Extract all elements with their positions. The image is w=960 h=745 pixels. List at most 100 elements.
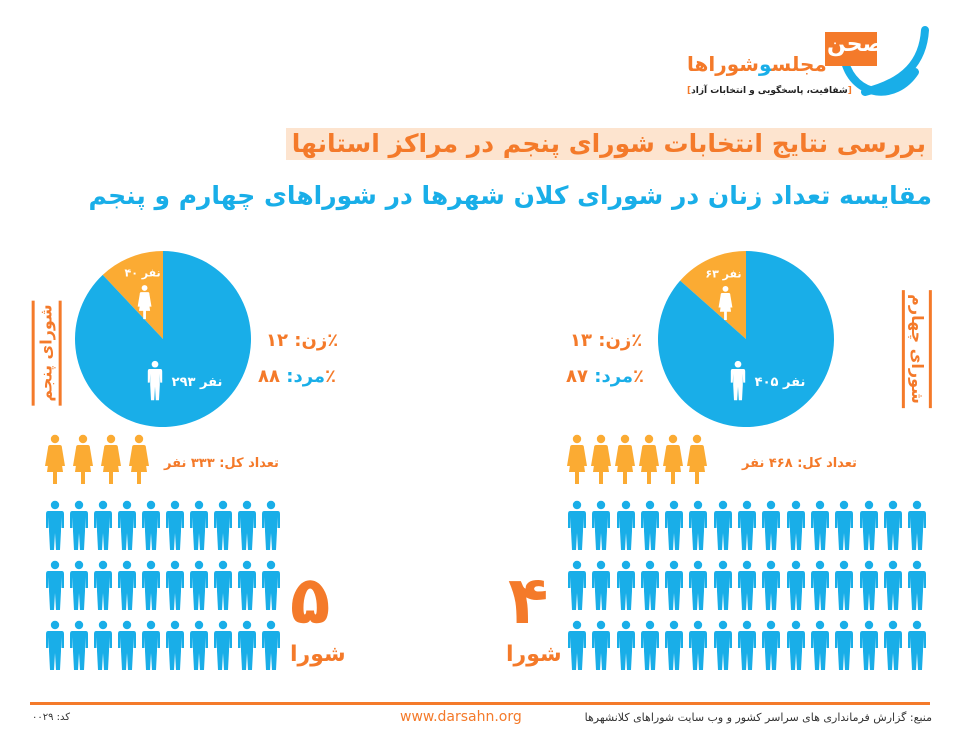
man-figure-icon [786, 560, 805, 610]
men-icon-grid-fifth [44, 500, 284, 672]
man-figure-icon [190, 560, 208, 610]
footer-url[interactable]: www.darsahn.org [400, 709, 522, 725]
man-figure-icon [568, 620, 586, 670]
men-percent-fifth: مرد: ۸۸٪ [258, 366, 336, 387]
man-figure-icon [883, 620, 902, 670]
man-figure-icon [689, 620, 708, 670]
man-figure-icon [70, 500, 88, 550]
woman-figure-icon [137, 285, 152, 320]
man-figure-icon [142, 500, 160, 550]
man-figure-icon [730, 360, 746, 401]
man-figure-icon [762, 620, 781, 670]
pie-icon-men [730, 360, 746, 401]
man-figure-icon [118, 620, 136, 670]
man-figure-icon [713, 560, 732, 610]
side-label-fifth-council: شورای پنجم [31, 300, 62, 406]
man-figure-icon [713, 500, 732, 550]
women-label: زن: [598, 330, 632, 351]
council-word-fourth: شورا [506, 642, 562, 667]
men-label: مرد: [594, 366, 634, 387]
man-figure-icon [238, 620, 256, 670]
woman-figure-icon [567, 434, 587, 484]
man-figure-icon [190, 500, 208, 550]
man-figure-icon [592, 500, 611, 550]
man-figure-icon [46, 560, 64, 610]
man-figure-icon [908, 560, 927, 610]
man-figure-icon [190, 620, 208, 670]
pie-label-men: ۴۰۵ نفر [755, 375, 806, 390]
man-figure-icon [262, 560, 280, 610]
man-figure-icon [810, 500, 829, 550]
man-figure-icon [568, 500, 586, 550]
man-figure-icon [616, 500, 635, 550]
man-figure-icon [810, 560, 829, 610]
women-label: زن: [294, 330, 328, 351]
man-figure-icon [616, 560, 635, 610]
men-icon-grid-fourth [566, 500, 930, 672]
woman-figure-icon [663, 434, 683, 484]
woman-figure-icon [718, 285, 733, 321]
man-figure-icon [118, 500, 136, 550]
pie-slice-men [658, 251, 834, 427]
pie-icon-women [137, 285, 152, 320]
man-figure-icon [713, 620, 732, 670]
man-figure-icon [214, 560, 232, 610]
man-figure-icon [142, 560, 160, 610]
man-figure-icon [835, 500, 854, 550]
man-figure-icon [835, 620, 854, 670]
man-figure-icon [762, 500, 781, 550]
pie-slice-men [74, 251, 252, 427]
women-icon-grid-fifth [44, 434, 152, 486]
page-subtitle: مقایسه تعداد زنان در شورای کلان شهرها در… [88, 181, 932, 210]
women-percent-value: ۱۲٪ [266, 330, 339, 351]
woman-figure-icon [639, 434, 659, 484]
man-figure-icon [883, 560, 902, 610]
council-number-fifth: ۵ [290, 562, 331, 639]
pie-icon-women [718, 285, 733, 321]
side-label-fourth-council: شورای چهارم [901, 290, 932, 408]
man-figure-icon [94, 500, 112, 550]
women-percent-fifth: زن: ۱۲٪ [266, 330, 338, 351]
women-icon-grid-fourth [566, 434, 710, 486]
footer-divider [30, 702, 930, 705]
man-figure-icon [166, 560, 184, 610]
women-percent-value: ۱۳٪ [570, 330, 643, 351]
footer-source: منبع: گزارش فرمانداری های سراسر کشور و و… [584, 711, 932, 724]
man-figure-icon [738, 560, 757, 610]
man-figure-icon [689, 500, 708, 550]
man-figure-icon [166, 500, 184, 550]
woman-figure-icon [129, 434, 149, 484]
man-figure-icon [616, 620, 635, 670]
man-figure-icon [665, 500, 684, 550]
man-figure-icon [665, 620, 684, 670]
man-figure-icon [908, 620, 927, 670]
man-figure-icon [568, 560, 586, 610]
man-figure-icon [142, 620, 160, 670]
pie-label-women: ۶۳ نفر [705, 267, 741, 280]
woman-figure-icon [73, 434, 93, 484]
woman-figure-icon [591, 434, 611, 484]
man-figure-icon [214, 620, 232, 670]
man-figure-icon [908, 500, 927, 550]
man-figure-icon [94, 560, 112, 610]
man-figure-icon [786, 500, 805, 550]
man-figure-icon [118, 560, 136, 610]
man-figure-icon [738, 500, 757, 550]
men-label: مرد: [286, 366, 326, 387]
man-figure-icon [166, 620, 184, 670]
man-figure-icon [859, 560, 878, 610]
man-figure-icon [883, 500, 902, 550]
logo-subtitle-a: مجلس [771, 52, 827, 76]
man-figure-icon [786, 620, 805, 670]
council-number-fourth: ۴ [508, 562, 549, 639]
man-figure-icon [46, 620, 64, 670]
woman-figure-icon [687, 434, 707, 484]
men-percent-fourth: مرد: ۸۷٪ [566, 366, 644, 387]
man-figure-icon [46, 500, 64, 550]
man-figure-icon [70, 620, 88, 670]
logo-subtitle-b: شوراها [687, 52, 759, 76]
pie-icon-men [147, 360, 163, 401]
page-title: بررسی نتایج انتخابات شورای پنجم در مراکز… [285, 128, 932, 160]
man-figure-icon [262, 620, 280, 670]
man-figure-icon [810, 620, 829, 670]
